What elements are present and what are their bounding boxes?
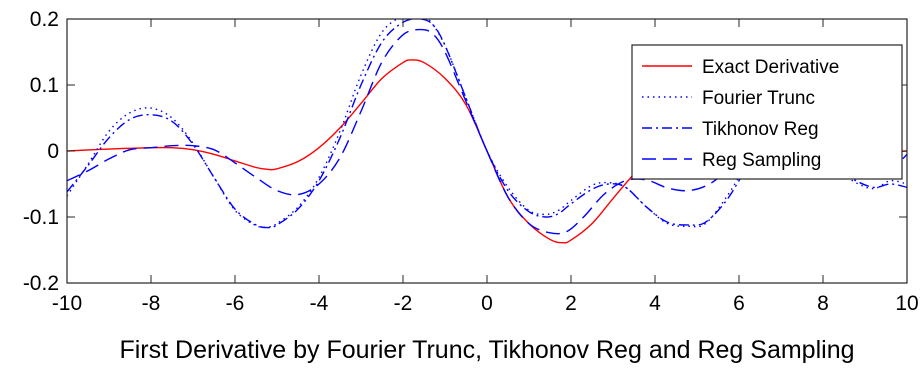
legend-label: Tikhonov Reg bbox=[702, 119, 819, 140]
x-tick-label: 0 bbox=[481, 292, 493, 315]
legend-box bbox=[631, 44, 903, 180]
legend-item-exact-derivative: Exact Derivative bbox=[642, 57, 839, 78]
x-tick-label: -6 bbox=[226, 292, 245, 315]
legend-items: Exact Derivative Fourier Trunc Tikhonov Re… bbox=[642, 57, 839, 171]
y-tick-label: 0.1 bbox=[30, 74, 59, 97]
ticks-layer bbox=[66, 18, 908, 284]
legend-item-fourier-trunc: Fourier Trunc bbox=[642, 88, 815, 109]
x-tick-label: 4 bbox=[649, 292, 661, 315]
tick-labels: -10 -8 -6 -4 -2 0 2 4 6 8 10 -0.2 -0.1 0 0.1 0.2 bbox=[23, 8, 919, 315]
x-tick-label: -8 bbox=[142, 292, 161, 315]
legend-label: Exact Derivative bbox=[702, 57, 839, 78]
legend-label: Reg Sampling bbox=[702, 150, 821, 171]
x-tick-label: 10 bbox=[895, 292, 918, 315]
legend-item-tikhonov-reg: Tikhonov Reg bbox=[642, 119, 819, 140]
x-tick-label: 2 bbox=[565, 292, 577, 315]
x-axis-label: First Derivative by Fourier Trunc, Tikho… bbox=[119, 336, 854, 364]
x-tick-label: -4 bbox=[310, 292, 329, 315]
x-tick-label: -10 bbox=[52, 292, 82, 315]
y-tick-label: -0.1 bbox=[23, 206, 59, 229]
x-tick-label: -2 bbox=[394, 292, 413, 315]
y-tick-label: 0.2 bbox=[30, 8, 59, 31]
y-tick-label: 0 bbox=[47, 140, 59, 163]
y-tick-label: -0.2 bbox=[23, 272, 59, 295]
x-tick-label: 8 bbox=[817, 292, 829, 315]
legend-label: Fourier Trunc bbox=[702, 88, 815, 109]
x-tick-label: 6 bbox=[733, 292, 745, 315]
legend-item-reg-sampling: Reg Sampling bbox=[642, 150, 821, 171]
legend: Exact Derivative Fourier Trunc Tikhonov Re… bbox=[631, 44, 903, 180]
